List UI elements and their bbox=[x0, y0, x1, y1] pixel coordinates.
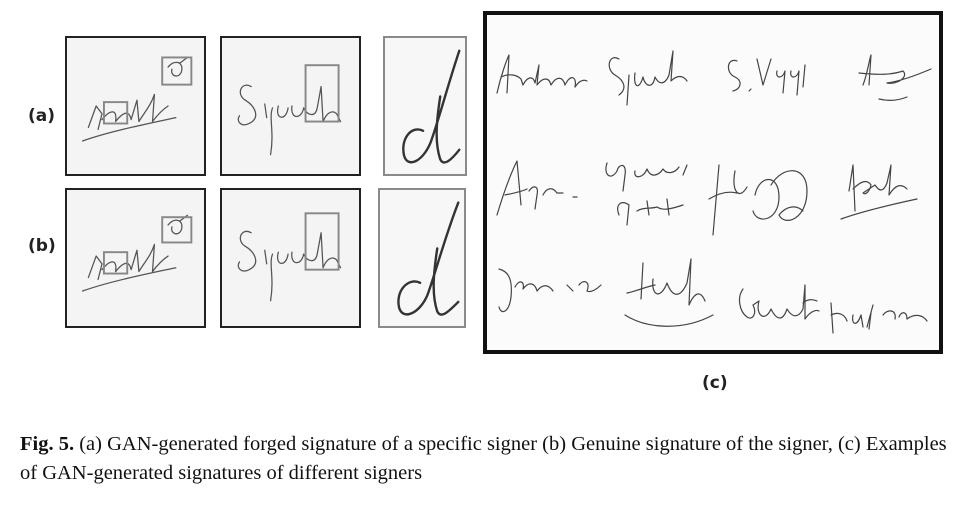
signature-3 bbox=[727, 58, 806, 96]
gan-signatures-panel bbox=[483, 11, 943, 354]
figure-caption: Fig. 5. (a) GAN-generated forged signatu… bbox=[20, 430, 960, 488]
genuine-signature-image-2 bbox=[237, 212, 342, 302]
signature-2 bbox=[608, 50, 688, 106]
row-label-b: (b) bbox=[28, 236, 56, 256]
caption-text: (a) GAN-generated forged signature of a … bbox=[20, 433, 947, 484]
signature-6 bbox=[605, 162, 688, 226]
signature-1 bbox=[496, 54, 588, 94]
genuine-zoom-image bbox=[397, 201, 460, 316]
signature-5 bbox=[496, 160, 578, 216]
genuine-signature-image-1 bbox=[81, 214, 193, 292]
signature-9 bbox=[498, 268, 602, 313]
genuine-signature-panel-2 bbox=[220, 188, 361, 328]
forged-signature-image-2 bbox=[237, 64, 342, 156]
forged-signature-image-1 bbox=[81, 56, 193, 142]
signature-12 bbox=[830, 302, 928, 334]
genuine-zoom-panel bbox=[378, 188, 466, 328]
row-label-a: (a) bbox=[28, 106, 56, 126]
signature-4 bbox=[858, 54, 932, 101]
forged-signature-panel-2 bbox=[220, 36, 361, 176]
forged-zoom-panel bbox=[383, 36, 467, 176]
signature-8 bbox=[840, 164, 918, 220]
forged-zoom-image bbox=[402, 49, 461, 164]
signature-7 bbox=[708, 164, 808, 236]
figure-number: Fig. 5. bbox=[20, 433, 75, 455]
forged-signature-panel-1 bbox=[65, 36, 206, 176]
genuine-signature-panel-1 bbox=[65, 188, 206, 328]
gan-signatures-image bbox=[496, 50, 932, 334]
panel-c-label: (c) bbox=[702, 373, 728, 393]
signature-10 bbox=[624, 258, 714, 327]
signature-11 bbox=[738, 284, 820, 320]
